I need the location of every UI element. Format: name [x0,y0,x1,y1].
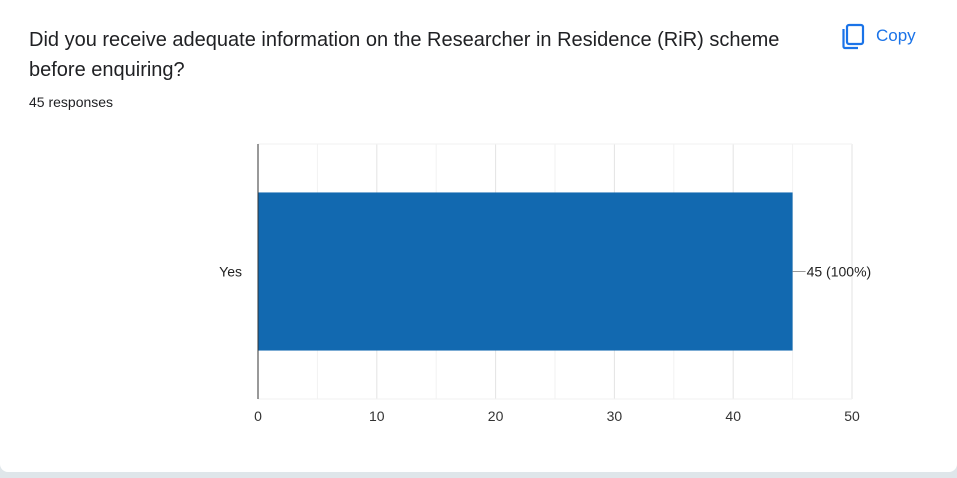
bar-yes [258,192,793,351]
x-tick-label: 50 [844,408,860,424]
x-tick-label: 20 [488,408,504,424]
x-tick-label: 30 [607,408,623,424]
copy-label: Copy [876,26,916,45]
copy-icon [842,22,866,50]
x-tick-label: 10 [369,408,385,424]
data-label: 45 (100%) [807,264,872,280]
response-count: 45 responses [29,94,114,110]
category-label: Yes [219,264,242,280]
x-tick-label: 40 [725,408,741,424]
x-tick-label: 0 [254,408,262,424]
question-title: Did you receive adequate information on … [29,29,780,81]
copy-button[interactable]: Copy [838,18,924,54]
